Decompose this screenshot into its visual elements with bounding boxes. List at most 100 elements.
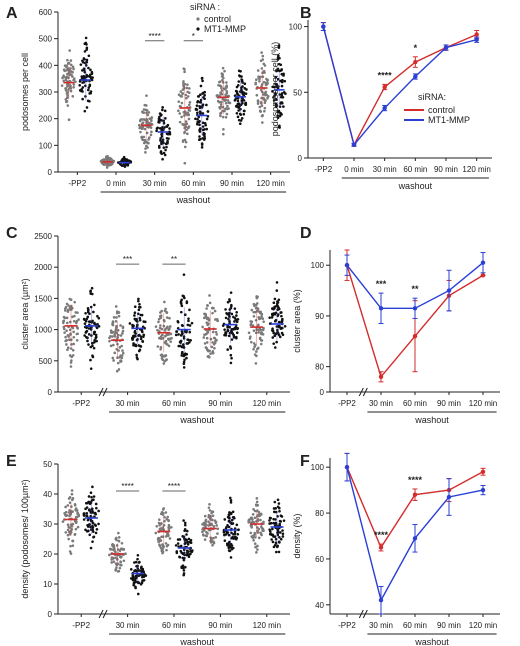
data-point-control	[186, 113, 189, 117]
data-point-control	[164, 542, 168, 545]
significance-label: **	[411, 284, 419, 294]
data-point-control	[112, 343, 115, 347]
data-point-control	[187, 103, 191, 107]
data-point-control	[202, 534, 205, 537]
data-point-mt1-mmp	[233, 320, 236, 323]
data-point-control	[168, 537, 172, 540]
data-point-mt1-mmp	[84, 64, 88, 67]
data-point-mt1-mmp	[186, 540, 189, 544]
data-point-mt1-mmp	[163, 153, 167, 157]
data-point-control	[149, 133, 153, 137]
data-point-mt1-mmp	[185, 300, 189, 303]
data-point-mt1-mmp	[190, 321, 194, 325]
data-point-control	[186, 95, 190, 98]
data-point-mt1-mmp	[138, 305, 141, 309]
data-point-control	[250, 340, 253, 344]
data-point-mt1-mmp	[81, 61, 85, 64]
data-point-mt1-mmp	[242, 112, 246, 116]
data-point-mt1-mmp	[180, 354, 184, 357]
data-point-mt1-mmp	[226, 328, 230, 332]
data-point-mt1-mmp	[224, 308, 227, 311]
data-point-control	[147, 111, 151, 114]
data-point-mt1-mmp	[201, 92, 204, 95]
data-point-mt1-mmp	[271, 90, 274, 93]
data-point-mt1-mmp	[229, 556, 233, 559]
data-point-mt1-mmp	[136, 323, 139, 327]
data-point-mt1-mmp	[275, 98, 278, 101]
x-tick-label: 90 min	[434, 165, 458, 174]
data-point-control	[186, 132, 189, 136]
data-point-control	[203, 538, 207, 541]
panel-d: D 0 80 90 100 cluster area (%) -PP2 30 min 60 mi…	[292, 225, 500, 425]
data-point-control	[147, 138, 150, 141]
data-point-control	[120, 563, 123, 567]
data-point-control	[70, 505, 73, 508]
data-point-mt1-mmp	[205, 127, 209, 131]
data-point-control	[204, 525, 207, 529]
data-point-control	[263, 106, 267, 110]
x-tick-label: 120 min	[256, 179, 284, 188]
data-point-mt1-mmp	[91, 526, 95, 529]
data-point-control	[69, 298, 73, 302]
data-point-mt1-mmp	[277, 320, 281, 324]
x-tick-label: 90 min	[208, 621, 232, 630]
data-point-control	[158, 326, 162, 330]
data-point-control	[177, 100, 181, 103]
data-point-control	[65, 316, 69, 320]
data-point-mt1-mmp	[168, 127, 171, 130]
data-point-mt1-mmp	[243, 82, 247, 86]
x-tick-label: 30 min	[143, 179, 167, 188]
x-tick-label: 120 min	[469, 399, 497, 408]
data-point-control	[113, 331, 117, 335]
data-point-mt1-mmp	[281, 326, 284, 330]
data-point-mt1-mmp	[89, 358, 92, 362]
data-point-control	[66, 85, 69, 88]
data-point-mt1-mmp	[235, 314, 238, 317]
data-point-control	[63, 331, 66, 334]
data-point-control	[221, 78, 224, 82]
data-point-control	[70, 359, 73, 362]
legend-title: siRNA:	[418, 92, 446, 102]
data-point-control	[64, 98, 68, 101]
data-point-control	[255, 354, 258, 358]
data-point-mt1-mmp	[185, 533, 188, 536]
data-point-mt1-mmp	[128, 322, 132, 325]
data-point-control	[201, 522, 204, 526]
data-point-control	[185, 86, 189, 90]
data-point-control	[169, 340, 173, 343]
y-tick-label: 100	[289, 23, 303, 32]
data-point-control	[112, 359, 115, 362]
data-point-control	[167, 528, 171, 531]
data-point-control	[117, 349, 120, 352]
data-point-control	[119, 359, 123, 363]
data-point-control	[382, 84, 387, 90]
data-point-control	[206, 304, 209, 307]
data-point-mt1-mmp	[158, 115, 161, 119]
data-point-control	[69, 84, 72, 88]
data-point-mt1-mmp	[88, 533, 92, 537]
data-point-mt1-mmp	[275, 85, 279, 89]
x-tick-label: 30 min	[373, 165, 397, 174]
data-point-mt1-mmp	[232, 533, 235, 536]
x-tick-label: -PP2	[68, 179, 86, 188]
data-point-control	[115, 566, 118, 569]
data-point-mt1-mmp	[284, 92, 287, 95]
data-point-control	[71, 315, 74, 319]
axis-break-mark	[98, 387, 104, 397]
significance-label: **	[171, 255, 177, 264]
data-point-mt1-mmp	[273, 306, 276, 310]
data-point-control	[254, 81, 258, 85]
data-point-mt1-mmp	[92, 310, 95, 314]
data-point-control	[71, 544, 75, 547]
data-point-mt1-mmp	[227, 533, 231, 537]
data-point-mt1-mmp	[226, 531, 230, 534]
data-point-control	[110, 331, 114, 334]
data-point-mt1-mmp	[240, 78, 243, 81]
data-point-mt1-mmp	[179, 302, 183, 305]
data-point-control	[216, 99, 220, 103]
data-point-mt1-mmp	[272, 342, 276, 345]
data-point-control	[144, 108, 148, 112]
x-tick-label: -PP2	[338, 399, 356, 408]
data-point-mt1-mmp	[268, 528, 271, 531]
washout-label: washout	[414, 637, 449, 646]
